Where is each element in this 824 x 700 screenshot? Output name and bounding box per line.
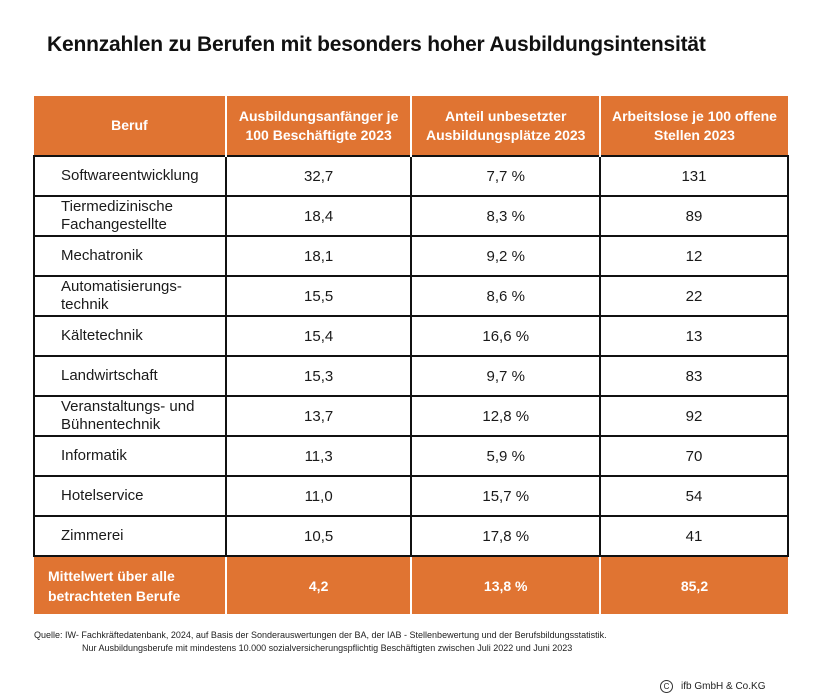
cell-anfaenger: 11,3: [224, 435, 413, 477]
cell-unbesetzt: 16,6 %: [410, 315, 601, 357]
cell-anfaenger: 15,5: [224, 275, 413, 317]
table-row: Landwirtschaft 15,3 9,7 % 83: [33, 355, 790, 397]
copyright-icon: C: [660, 680, 673, 693]
page-title: Kennzahlen zu Berufen mit besonders hohe…: [47, 33, 706, 56]
table-row: Kältetechnik 15,4 16,6 % 13: [33, 315, 790, 357]
summary-unbesetzt: 13,8 %: [411, 556, 601, 614]
source-line-2: Nur Ausbildungsberufe mit mindestens 10.…: [82, 643, 573, 653]
table-row: Informatik 11,3 5,9 % 70: [33, 435, 790, 477]
cell-unbesetzt: 8,6 %: [410, 275, 601, 317]
cell-beruf: Mechatronik: [33, 235, 227, 277]
column-header-beruf: Beruf: [34, 96, 227, 156]
cell-arbeitslose: 70: [598, 435, 790, 477]
column-header-unbesetzt: Anteil unbesetzter Ausbildungsplätze 202…: [411, 96, 601, 156]
cell-arbeitslose: 13: [598, 315, 790, 357]
cell-anfaenger: 18,4: [224, 195, 413, 237]
cell-arbeitslose: 12: [598, 235, 790, 277]
table-row: Mechatronik 18,1 9,2 % 12: [33, 235, 790, 277]
cell-beruf: Tiermedizinische Fachangestellte: [33, 195, 227, 237]
table-row: Softwareentwicklung 32,7 7,7 % 131: [33, 155, 790, 197]
summary-label: Mittelwert über alle betrachteten Berufe: [34, 556, 227, 614]
column-header-arbeitslose: Arbeitslose je 100 offene Stellen 2023: [599, 96, 788, 156]
cell-anfaenger: 11,0: [224, 475, 413, 517]
table-row: Zimmerei 10,5 17,8 % 41: [33, 515, 790, 557]
cell-arbeitslose: 89: [598, 195, 790, 237]
table-row: Veranstaltungs- und Bühnentechnik 13,7 12,…: [33, 395, 790, 437]
cell-anfaenger: 13,7: [224, 395, 413, 437]
cell-beruf: Kältetechnik: [33, 315, 227, 357]
summary-arbeitslose: 85,2: [599, 556, 788, 614]
cell-arbeitslose: 41: [598, 515, 790, 557]
cell-arbeitslose: 92: [598, 395, 790, 437]
summary-row: Mittelwert über alle betrachteten Berufe…: [34, 556, 788, 614]
cell-unbesetzt: 5,9 %: [410, 435, 601, 477]
cell-anfaenger: 32,7: [224, 155, 413, 197]
cell-beruf: Hotelservice: [33, 475, 227, 517]
data-table: Beruf Ausbildungsanfänger je 100 Beschäf…: [33, 96, 790, 614]
cell-unbesetzt: 9,2 %: [410, 235, 601, 277]
table-row: Automatisierungs-technik 15,5 8,6 % 22: [33, 275, 790, 317]
cell-beruf: Zimmerei: [33, 515, 227, 557]
cell-arbeitslose: 83: [598, 355, 790, 397]
source-line-1: Quelle: IW- Fachkräftedatenbank, 2024, a…: [34, 630, 607, 640]
cell-anfaenger: 15,3: [224, 355, 413, 397]
cell-unbesetzt: 8,3 %: [410, 195, 601, 237]
source-note: Quelle: IW- Fachkräftedatenbank, 2024, a…: [34, 629, 607, 655]
cell-arbeitslose: 131: [598, 155, 790, 197]
column-header-anfaenger: Ausbildungsanfänger je 100 Beschäftigte …: [225, 96, 413, 156]
cell-unbesetzt: 12,8 %: [410, 395, 601, 437]
cell-unbesetzt: 9,7 %: [410, 355, 601, 397]
cell-unbesetzt: 7,7 %: [410, 155, 601, 197]
cell-arbeitslose: 22: [598, 275, 790, 317]
cell-anfaenger: 10,5: [224, 515, 413, 557]
cell-beruf: Automatisierungs-technik: [33, 275, 227, 317]
cell-anfaenger: 18,1: [224, 235, 413, 277]
cell-beruf: Landwirtschaft: [33, 355, 227, 397]
table-row: Tiermedizinische Fachangestellte 18,4 8,3 …: [33, 195, 790, 237]
cell-unbesetzt: 15,7 %: [410, 475, 601, 517]
copyright-text: ifb GmbH & Co.KG: [681, 681, 766, 693]
summary-anfaenger: 4,2: [225, 556, 413, 614]
cell-arbeitslose: 54: [598, 475, 790, 517]
table-row: Hotelservice 11,0 15,7 % 54: [33, 475, 790, 517]
cell-beruf: Veranstaltungs- und Bühnentechnik: [33, 395, 227, 437]
header-row: Beruf Ausbildungsanfänger je 100 Beschäf…: [34, 96, 788, 156]
cell-beruf: Informatik: [33, 435, 227, 477]
cell-beruf: Softwareentwicklung: [33, 155, 227, 197]
cell-unbesetzt: 17,8 %: [410, 515, 601, 557]
cell-anfaenger: 15,4: [224, 315, 413, 357]
